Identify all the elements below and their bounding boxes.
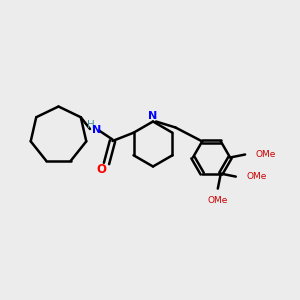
Text: OMe: OMe (208, 196, 228, 205)
Text: OMe: OMe (246, 172, 267, 181)
Text: O: O (96, 163, 106, 176)
Text: N: N (92, 125, 101, 135)
Text: OMe: OMe (256, 150, 276, 159)
Text: N: N (148, 111, 158, 121)
Text: H: H (87, 119, 95, 130)
